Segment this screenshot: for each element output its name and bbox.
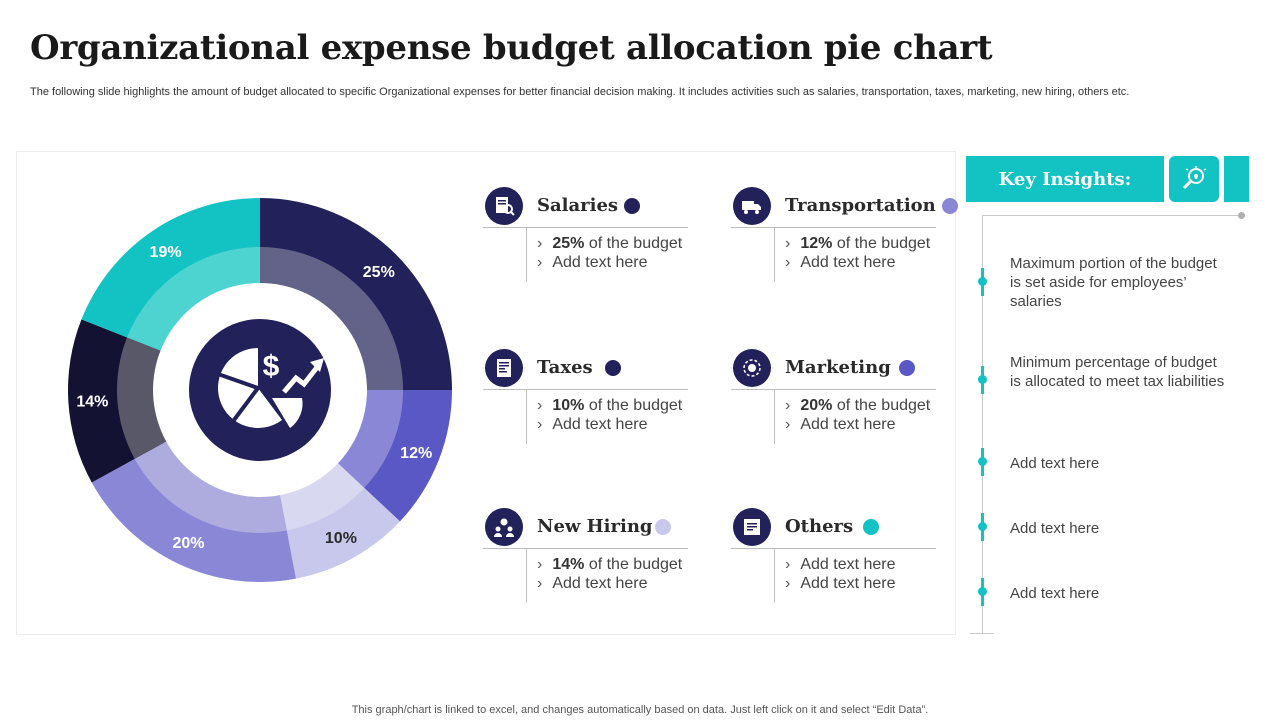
divider xyxy=(774,227,775,282)
category-text-line: › Add text here xyxy=(537,416,648,433)
category-text-line: › Add text here xyxy=(785,575,896,592)
legend-dot xyxy=(604,359,621,376)
tax-document-icon xyxy=(485,349,523,387)
category-name: Salaries xyxy=(537,195,641,216)
timeline-dot xyxy=(978,457,987,466)
divider xyxy=(731,548,936,549)
slice-label-marketing: 12% xyxy=(400,445,432,462)
inner-ring-others xyxy=(127,247,260,351)
divider xyxy=(731,389,936,390)
category-card: New Hiring › 14% of the budget › Add text … xyxy=(483,508,690,608)
key-insights-header: Key Insights: xyxy=(966,156,1164,202)
divider xyxy=(483,227,688,228)
category-text-line: › Add text here xyxy=(785,254,896,271)
key-insights-tail xyxy=(1224,156,1249,202)
truck-icon xyxy=(733,187,771,225)
pie-chart-dollar-icon: $ xyxy=(189,319,331,461)
legend-dot xyxy=(654,518,671,535)
insight-item: Maximum portion of the budget is set asi… xyxy=(1010,255,1217,310)
category-text-line: › Add text here xyxy=(785,556,896,573)
timeline-dot xyxy=(1238,212,1245,219)
divider xyxy=(774,389,775,444)
legend-dot xyxy=(624,197,641,214)
category-card: Salaries › 25% of the budget › Add text he… xyxy=(483,187,690,287)
category-card: Taxes › 10% of the budget › Add text here xyxy=(483,349,690,449)
divider xyxy=(774,548,775,603)
timeline-line xyxy=(982,215,983,633)
slice-label-salaries: 25% xyxy=(363,264,395,281)
category-percent-line: › 25% of the budget xyxy=(537,235,683,252)
divider xyxy=(526,227,527,282)
category-name: Transportation xyxy=(785,195,958,216)
marketing-icon xyxy=(733,349,771,387)
donut-chart[interactable]: $ 25% 12% 10% 20% 14% 19% xyxy=(40,170,480,610)
inner-ring-marketing xyxy=(337,390,403,488)
category-name: New Hiring xyxy=(537,516,671,537)
lightbulb-search-icon xyxy=(1169,156,1219,202)
divider xyxy=(731,227,936,228)
category-card: Others › Add text here › Add text here xyxy=(731,508,938,608)
legend-dot xyxy=(941,197,958,214)
legend-dot xyxy=(863,518,880,535)
slice-label-taxes: 20% xyxy=(172,535,204,552)
slice-label-others: 19% xyxy=(150,244,182,261)
divider xyxy=(483,548,688,549)
timeline-line xyxy=(982,215,1242,216)
page-subtitle: The following slide highlights the amoun… xyxy=(30,86,1130,98)
category-text-line: › Add text here xyxy=(537,575,648,592)
divider xyxy=(526,548,527,603)
timeline-dot xyxy=(978,522,987,531)
page-title: Organizational expense budget allocation… xyxy=(30,28,993,68)
insight-item: Add text here xyxy=(1010,585,1100,602)
insight-item: Add text here xyxy=(1010,520,1100,537)
salaries-icon xyxy=(485,187,523,225)
category-percent-line: › 14% of the budget xyxy=(537,556,683,573)
category-card: Transportation › 12% of the budget › Add t… xyxy=(731,187,958,287)
inner-ring-salaries xyxy=(260,247,403,390)
timeline-base xyxy=(970,633,994,634)
slice-label-transportation: 10% xyxy=(325,530,357,547)
insight-item: Add text here xyxy=(1010,455,1100,472)
category-text-line: › Add text here xyxy=(537,254,648,271)
category-percent-line: › 20% of the budget xyxy=(785,397,931,414)
legend-dot xyxy=(898,359,915,376)
divider xyxy=(526,389,527,444)
inner-ring-new-hiring xyxy=(117,337,167,459)
category-percent-line: › 12% of the budget xyxy=(785,235,931,252)
divider xyxy=(483,389,688,390)
insight-item: Minimum percentage of budget is allocate… xyxy=(1010,354,1225,390)
timeline-dot xyxy=(978,375,987,384)
new-hiring-icon xyxy=(485,508,523,546)
category-name: Marketing xyxy=(785,357,915,378)
category-percent-line: › 10% of the budget xyxy=(537,397,683,414)
category-card: Marketing › 20% of the budget › Add text h… xyxy=(731,349,938,449)
svg-text:$: $ xyxy=(263,350,280,383)
inner-ring-transportation xyxy=(280,463,365,531)
category-name: Taxes xyxy=(537,357,621,378)
timeline-dot xyxy=(978,587,987,596)
others-icon xyxy=(733,508,771,546)
inner-ring-taxes xyxy=(134,441,287,533)
slice-label-new-hiring: 14% xyxy=(76,394,108,411)
footnote: This graph/chart is linked to excel, and… xyxy=(351,704,929,716)
timeline-dot xyxy=(978,277,987,286)
category-name: Others xyxy=(785,516,880,537)
category-text-line: › Add text here xyxy=(785,416,896,433)
